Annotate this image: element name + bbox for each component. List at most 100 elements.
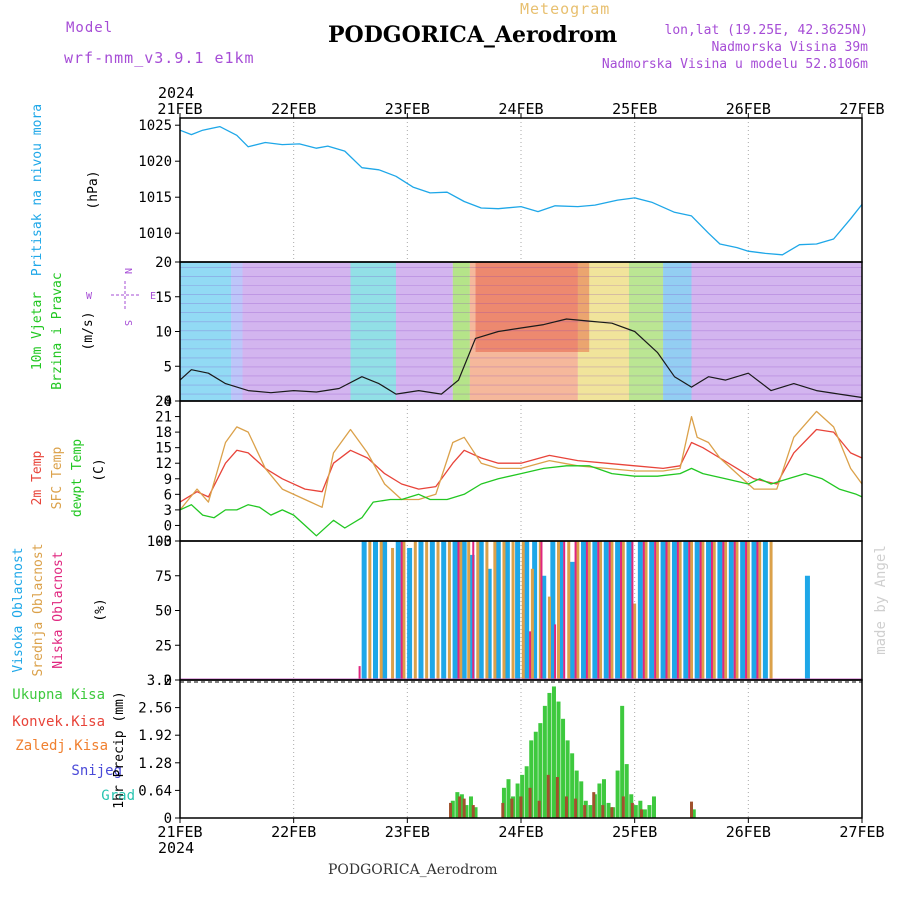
cloud-bar <box>701 541 705 680</box>
cloud-bar <box>690 541 693 680</box>
precip-bar <box>542 705 547 818</box>
precip-bar <box>547 692 552 818</box>
mid-cloud-axis-label: Srednja Oblacnost <box>31 543 46 676</box>
pressure-axis-label: Pritisak na nivou mora <box>30 104 45 276</box>
precip-bar <box>529 740 534 818</box>
xtick-label-top: 21FEB <box>157 100 202 118</box>
cloud-bar <box>733 541 736 680</box>
xtick-label-top: 23FEB <box>385 100 430 118</box>
cloud-bar <box>665 541 668 680</box>
year-top: 2024 <box>158 84 194 102</box>
ytick-label-clouds: 0 <box>164 673 172 689</box>
compass-w: W <box>86 291 93 302</box>
cloud-bar <box>631 541 634 680</box>
cloud-bar <box>504 541 510 680</box>
precip-bar <box>639 809 643 818</box>
cloud-bar <box>620 541 623 680</box>
model-elevation-label: Nadmorska Visina u modelu 52.8106m <box>601 57 868 72</box>
cloud-bar <box>608 541 611 680</box>
ytick-label-wind: 20 <box>155 255 172 271</box>
cloud-bar <box>459 541 463 680</box>
cloud-bar <box>547 596 551 680</box>
wind-field-band <box>395 262 453 401</box>
ytick-label-precip: 2.56 <box>138 701 172 717</box>
cloud-bar <box>746 541 750 680</box>
cloud-bar <box>413 541 417 680</box>
series-line-2m-temp <box>179 428 863 503</box>
cloud-bar <box>521 541 525 680</box>
cloud-bar <box>683 541 689 680</box>
cloud-bar <box>400 541 403 680</box>
cloud-bar <box>461 541 467 680</box>
cloud-bar <box>418 541 424 680</box>
ytick-label-temperature: -3 <box>155 534 172 550</box>
precip-bar <box>606 802 611 818</box>
precip-bar <box>630 802 634 818</box>
cloud-bar <box>395 541 401 680</box>
xtick-label-top: 25FEB <box>612 100 657 118</box>
cloud-bar <box>585 541 588 680</box>
wind-field-band <box>577 262 629 401</box>
lonlat-label: lon,lat (19.25E, 42.3625N) <box>664 23 869 38</box>
precip-bar <box>458 796 462 818</box>
precip-bar <box>468 796 473 818</box>
high-cloud-axis-label: Visoka Oblacnost <box>11 547 26 672</box>
ytick-label-temperature: 12 <box>155 456 172 472</box>
cloud-bar <box>735 541 739 680</box>
precip-bar <box>610 807 614 818</box>
cloud-bar <box>688 541 691 680</box>
precip-bar <box>579 781 584 818</box>
cloud-bar <box>574 541 577 680</box>
precip-bar <box>583 805 587 818</box>
cloud-bar <box>467 541 471 680</box>
ytick-label-wind: 0 <box>164 394 172 410</box>
cloud-bar <box>769 541 773 680</box>
ytick-label-temperature: 9 <box>164 472 172 488</box>
ytick-label-clouds: 100 <box>147 534 172 550</box>
precip-bar <box>592 792 596 818</box>
cloud-bar <box>567 541 571 680</box>
cloud-bar <box>407 547 413 680</box>
ytick-label-precip: 3.2 <box>147 673 172 689</box>
cloud-bar <box>717 541 723 680</box>
precip-bar <box>510 798 514 818</box>
dew-axis-label: dewpt Temp <box>70 439 85 517</box>
wind-field-band <box>452 262 470 401</box>
temp2m-axis-label: 2m Temp <box>30 450 45 505</box>
precip-legend-2: Konvek.Kisa <box>12 714 105 730</box>
meteogram-label: Meteogram <box>520 0 611 18</box>
ytick-label-precip: 1.92 <box>138 728 172 744</box>
cloud-bar <box>671 541 677 680</box>
precip-bar <box>462 798 466 818</box>
precip-bar <box>506 779 511 818</box>
cloud-bar <box>502 541 506 680</box>
cloud-bar <box>676 541 679 680</box>
xtick-label-bottom: 23FEB <box>385 823 430 841</box>
ytick-label-precip: 0.64 <box>138 783 172 799</box>
cloud-bar <box>554 624 557 680</box>
cloud-bar <box>425 541 429 680</box>
cloud-bar <box>644 541 648 680</box>
cloud-bar <box>563 541 566 680</box>
cloud-bar <box>569 561 575 680</box>
cloud-bar <box>633 603 637 680</box>
cloud-bar <box>758 541 762 680</box>
precip-bar <box>570 753 575 818</box>
xtick-label-top: 26FEB <box>726 100 771 118</box>
precip-legend-3: Zaledj.Kisa <box>15 738 108 754</box>
cloud-bar <box>724 541 728 680</box>
ytick-label-wind: 10 <box>155 325 172 341</box>
cloud-bar <box>379 541 383 680</box>
cloud-bar <box>391 547 395 680</box>
cloud-bar <box>469 554 475 680</box>
precip-bar <box>690 801 693 818</box>
wind-field-core <box>475 262 590 352</box>
wind-field-band <box>691 262 862 401</box>
cloud-bar <box>762 541 768 680</box>
series-line-dewpt-temp <box>179 465 863 537</box>
precip-bar <box>620 705 625 818</box>
cloud-bar <box>678 541 682 680</box>
precip-bar <box>501 802 505 818</box>
cloud-bar <box>373 541 379 680</box>
